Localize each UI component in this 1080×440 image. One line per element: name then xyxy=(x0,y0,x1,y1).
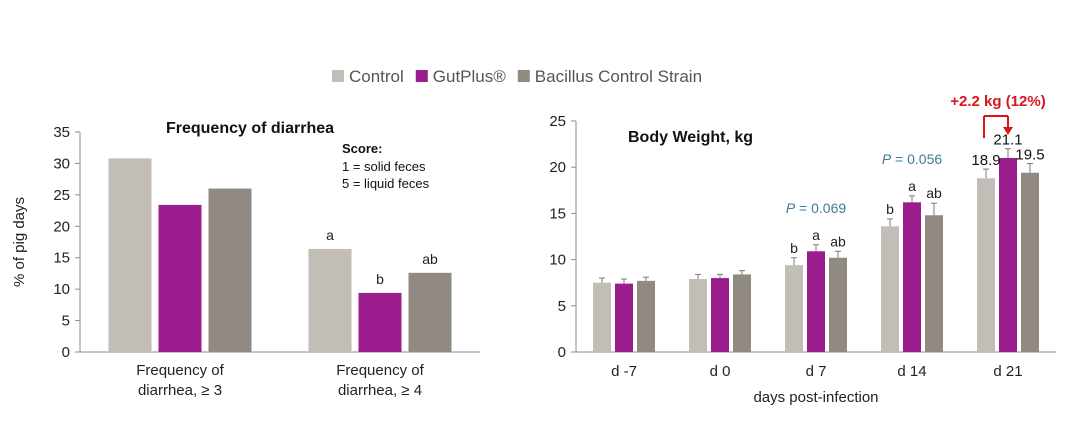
x-tick-label: diarrhea, ≥ 4 xyxy=(338,382,422,399)
bar-gutplus-1 xyxy=(358,292,402,352)
legend-label-bacillus-control-strain: Bacillus Control Strain xyxy=(535,67,702,86)
y-tick-label: 25 xyxy=(549,113,566,130)
y-tick-label: 30 xyxy=(53,155,70,172)
p-value-symbol: P xyxy=(786,200,796,216)
significance-letter: ab xyxy=(830,233,846,249)
y-tick-label: 5 xyxy=(558,298,566,315)
bar-control-d-14 xyxy=(881,226,899,352)
bar-control-d-21 xyxy=(977,178,995,352)
y-tick-label: 20 xyxy=(53,218,70,235)
significance-letter: b xyxy=(790,240,798,256)
bar-gutplus-0 xyxy=(158,204,202,352)
x-tick-label: Frequency of xyxy=(136,362,224,379)
y-tick-label: 20 xyxy=(549,159,566,176)
bar-bacillus-control-strain-d-21 xyxy=(1021,172,1039,352)
significance-letter: b xyxy=(376,271,384,287)
note-line: 1 = solid feces xyxy=(342,159,426,174)
x-tick-label: d 0 xyxy=(710,363,731,380)
bar-gutplus-d-14 xyxy=(903,202,921,352)
p-value-number: = 0.069 xyxy=(795,200,846,216)
bar-gutplus-d-7 xyxy=(615,283,633,352)
x-tick-label: d 7 xyxy=(806,363,827,380)
bar-control-0 xyxy=(108,158,152,352)
bar-bacillus-control-strain-d-0 xyxy=(733,274,751,352)
gain-arrow-head xyxy=(1003,127,1013,135)
legend-swatch-bacillus-control-strain xyxy=(517,70,530,82)
y-tick-label: 0 xyxy=(62,344,70,361)
x-tick-label: d -7 xyxy=(611,363,637,380)
x-tick-label: diarrhea, ≥ 3 xyxy=(138,382,222,399)
p-value-label: P = 0.069 xyxy=(786,200,847,216)
bar-bacillus-control-strain-d-7 xyxy=(829,257,847,352)
significance-letter: a xyxy=(326,227,334,243)
legend-label-gutplus: GutPlus® xyxy=(433,67,506,86)
legend-label-control: Control xyxy=(349,67,404,86)
y-tick-label: 35 xyxy=(53,124,70,141)
bar-bacillus-control-strain-d-14 xyxy=(925,215,943,352)
significance-letter: a xyxy=(908,178,916,194)
y-tick-label: 25 xyxy=(53,187,70,204)
y-axis-title: % of pig days xyxy=(11,197,28,287)
value-label: 18.9 xyxy=(971,152,1000,169)
bar-bacillus-control-strain-d-7 xyxy=(637,280,655,352)
y-tick-label: 10 xyxy=(53,281,70,298)
legend: Control GutPlus® Bacillus Control Strain xyxy=(331,67,702,86)
bar-control-1 xyxy=(308,248,352,352)
x-axis-title: days post-infection xyxy=(753,389,878,406)
value-label: 21.1 xyxy=(993,132,1022,149)
p-value-number: = 0.056 xyxy=(891,151,942,167)
y-tick-label: 15 xyxy=(549,205,566,222)
gain-annotation: +2.2 kg (12%) xyxy=(950,93,1045,110)
chart-title: Body Weight, kg xyxy=(628,129,753,146)
p-value-label: P = 0.056 xyxy=(882,151,943,167)
value-label: 19.5 xyxy=(1015,147,1044,164)
y-tick-label: 5 xyxy=(62,313,70,330)
x-tick-label: d 14 xyxy=(897,363,926,380)
p-value-symbol: P xyxy=(882,151,892,167)
note-heading: Score: xyxy=(342,141,382,156)
y-tick-label: 10 xyxy=(549,252,566,269)
x-tick-label: d 21 xyxy=(993,363,1022,380)
bar-control-d-0 xyxy=(689,279,707,352)
y-tick-label: 0 xyxy=(558,344,566,361)
significance-letter: b xyxy=(886,201,894,217)
body-weight-chart: 0 5 10 15 20 25 Body Weight, kg days post-infec… xyxy=(549,93,1056,406)
diarrhea-chart: 0 5 10 15 20 25 30 35 % of pig days Frequency of … xyxy=(11,120,480,399)
bar-gutplus-d-7 xyxy=(807,251,825,352)
significance-letter: ab xyxy=(926,185,942,201)
chart-title: Frequency of diarrhea xyxy=(166,120,334,137)
note-line: 5 = liquid feces xyxy=(342,176,430,191)
bar-gutplus-d-0 xyxy=(711,278,729,352)
bar-bacillus-control-strain-0 xyxy=(208,188,252,352)
significance-letter: ab xyxy=(422,251,438,267)
bar-control-d-7 xyxy=(785,265,803,352)
legend-swatch-control xyxy=(331,70,344,82)
bar-bacillus-control-strain-1 xyxy=(408,272,452,352)
bar-control-d-7 xyxy=(593,282,611,352)
x-tick-label: Frequency of xyxy=(336,362,424,379)
significance-letter: a xyxy=(812,227,820,243)
bar-gutplus-d-21 xyxy=(999,157,1017,352)
legend-swatch-gutplus xyxy=(415,70,428,82)
y-tick-label: 15 xyxy=(53,250,70,267)
